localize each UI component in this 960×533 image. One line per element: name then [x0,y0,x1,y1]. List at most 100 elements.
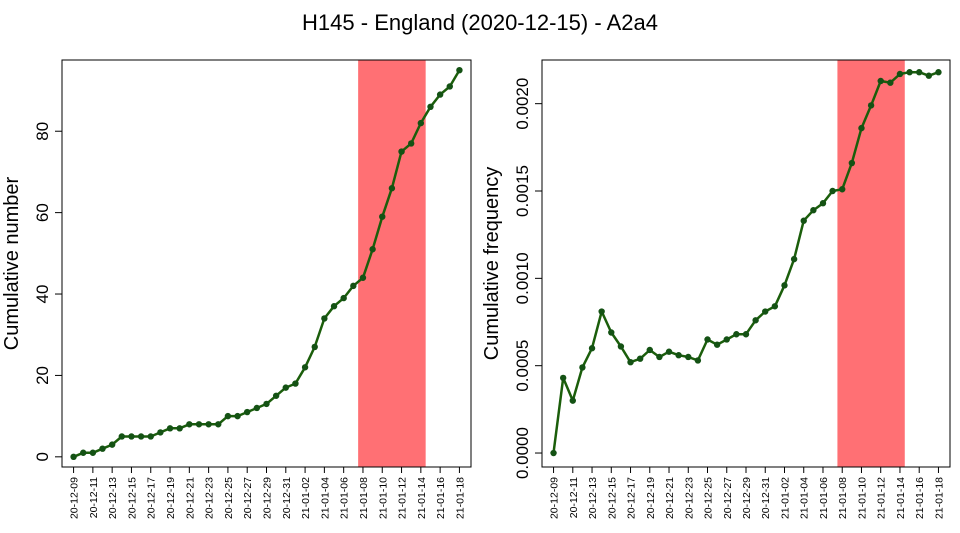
frequency-data-point [858,124,865,132]
number-x-tick-label: 20-12-13 [107,477,119,519]
frequency-data-point [877,77,884,85]
number-data-point [407,140,415,147]
frequency-data-point [675,352,682,359]
number-x-tick-label: 20-12-23 [204,477,216,519]
frequency-data-point [790,255,798,263]
number-data-point [224,412,232,420]
number-data-point [70,453,77,461]
number-data-point [205,421,212,428]
number-y-tick-label: 80 [33,122,52,141]
number-highlight-band [358,60,426,467]
number-data-point [137,433,145,440]
number-x-tick-label: 20-12-25 [223,477,235,519]
number-x-tick-label: 21-01-06 [339,477,351,519]
frequency-x-tick-label: 20-12-29 [741,477,753,519]
frequency-data-point [713,341,721,348]
frequency-data-point [800,217,807,224]
frequency-data-point [723,336,730,343]
cumulative-frequency-panel: 0.0000 0.0005 0.0010 0.0015 0.0020 Cumulative… [481,59,951,519]
number-data-point [379,213,386,220]
number-data-point [292,380,299,387]
number-data-point [446,83,453,90]
frequency-data-point [704,336,711,343]
number-data-point [166,425,174,432]
frequency-data-point [608,329,615,336]
frequency-data-point [935,69,942,76]
frequency-x-tick-label: 21-01-04 [799,477,811,519]
frequency-data-point [579,364,586,371]
frequency-data-point [896,70,904,78]
frequency-data-point [656,353,663,361]
number-data-point [99,445,106,452]
frequency-x-tick-label: 20-12-13 [587,477,599,519]
number-x-tick-label: 20-12-31 [281,477,293,519]
frequency-x-tick-label: 20-12-17 [626,477,638,519]
number-data-point [350,282,357,290]
frequency-data-point [916,69,923,76]
frequency-highlight-band [837,60,905,467]
number-data-point [176,425,183,432]
number-x-tick-label: 20-12-15 [126,477,138,519]
frequency-data-point [781,282,788,289]
number-x-tick-label: 20-12-21 [184,477,196,519]
cumulative-number-panel: 0 20 40 60 80 Cumulative number 20-12-09 20-12-… [1,59,472,519]
frequency-x-tick-label: 21-01-18 [933,477,945,519]
frequency-y-tick-label: 0.0010 [513,252,532,304]
number-data-point [369,246,376,253]
number-data-point [272,392,280,399]
number-data-point [436,91,444,98]
number-data-point [80,449,87,456]
frequency-data-point [848,159,856,167]
frequency-x-tick-label: 20-12-09 [549,477,561,519]
number-data-point [244,408,251,416]
number-data-point [359,274,367,281]
frequency-x-tick-label: 20-12-25 [703,477,715,519]
number-x-tick-label: 20-12-17 [146,477,158,519]
number-x-tick-label: 21-01-14 [416,477,428,519]
frequency-data-point [742,331,750,338]
number-data-point [89,449,97,456]
frequency-x-tick-label: 20-12-11 [568,477,580,518]
figure-title: H145 - England (2020-12-15) - A2a4 [302,10,658,35]
number-x-tick-label: 21-01-08 [358,477,370,519]
frequency-data-point [627,358,634,366]
frequency-x-tick-label: 20-12-15 [606,477,618,519]
number-x-tick-label: 21-01-02 [300,477,312,519]
frequency-y-tick-label: 0.0000 [513,427,532,479]
frequency-data-point [569,397,576,404]
number-data-point [128,433,135,440]
frequency-x-tick-label: 21-01-16 [914,477,926,519]
frequency-data-point [829,187,836,195]
number-data-point [301,364,309,371]
frequency-data-point [646,346,653,354]
number-data-point [388,185,396,192]
number-data-point [398,148,405,155]
number-data-point [321,315,328,322]
frequency-data-point [906,69,913,76]
number-data-point [215,421,222,428]
frequency-x-tick-label: 20-12-21 [664,477,676,519]
frequency-data-point [617,343,625,350]
number-x-tick-label: 21-01-10 [377,477,389,519]
frequency-x-tick-label: 20-12-31 [760,477,772,519]
number-data-point [456,66,463,74]
number-x-tick-label: 20-12-29 [262,477,274,519]
number-data-point [186,421,193,428]
number-y-axis-label: Cumulative number [1,176,23,350]
number-x-tick-label: 20-12-19 [165,477,177,519]
number-y-tick-label: 40 [33,285,52,304]
frequency-y-tick-label: 0.0015 [513,165,532,217]
number-y-tick-label: 0 [33,452,52,461]
number-x-tick-label: 21-01-18 [454,477,466,519]
number-x-tick-label: 20-12-09 [69,477,81,519]
number-data-point [234,412,241,420]
frequency-data-point [636,355,644,362]
number-data-point [118,433,126,440]
number-data-point [427,103,434,111]
frequency-data-point [887,79,894,86]
frequency-data-point [733,331,740,338]
number-y-tick-label: 60 [33,203,52,222]
number-data-point [263,400,270,408]
frequency-x-tick-label: 21-01-14 [895,477,907,519]
